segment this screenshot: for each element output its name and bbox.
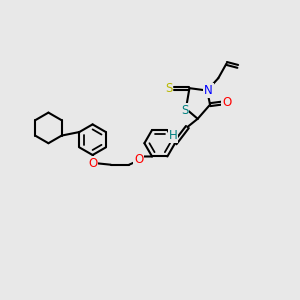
Text: O: O [134,153,143,166]
Text: H: H [169,129,177,142]
Text: S: S [181,104,188,117]
Text: O: O [222,96,231,109]
Text: S: S [165,82,172,95]
Text: N: N [204,84,213,97]
Text: O: O [88,157,97,170]
